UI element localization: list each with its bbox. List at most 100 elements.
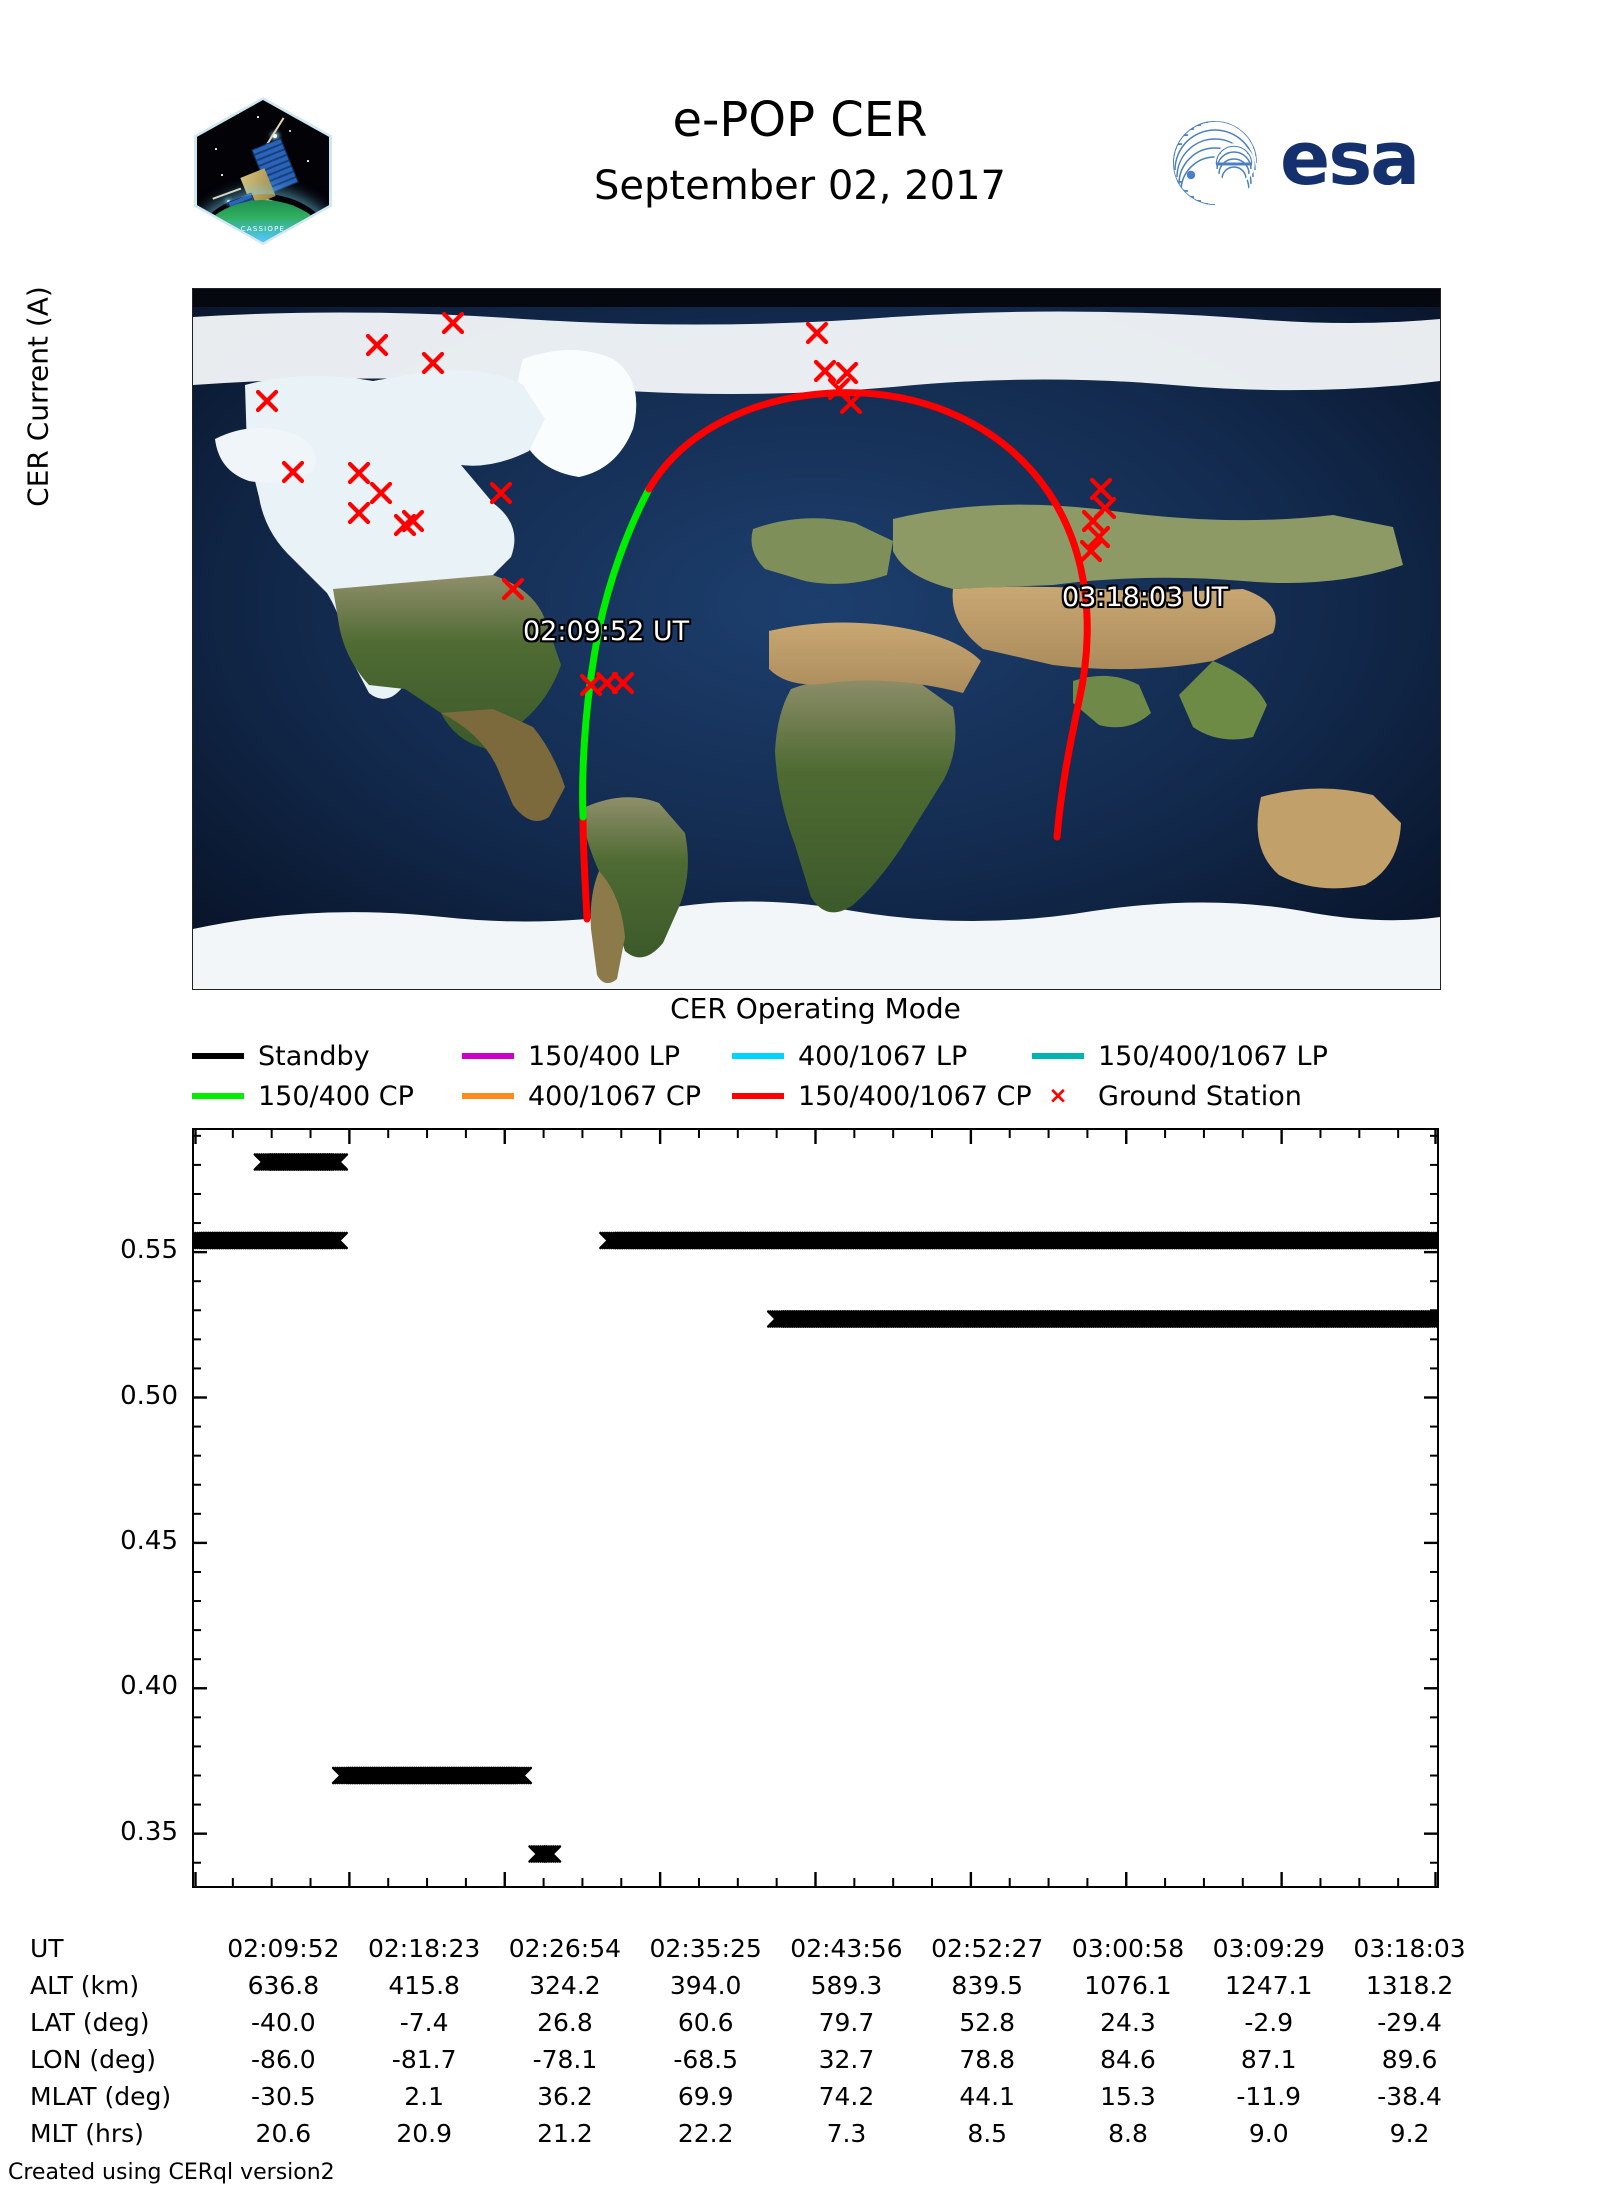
table-row-header: LAT (deg): [30, 2008, 150, 2037]
table-cell: 24.3: [1100, 2008, 1156, 2037]
table-cell: 89.6: [1381, 2045, 1438, 2074]
legend-label-150-400-1067-cp: 150/400/1067 CP: [798, 1080, 1032, 1112]
andes-ridge: [590, 871, 625, 984]
y-tick-label: 0.55: [120, 1235, 178, 1266]
table-cell: 20.6: [255, 2119, 312, 2148]
map-end-time-label: 03:18:03 UT: [1062, 582, 1229, 613]
orbit-parameters-table: UT 02:09:52 02:18:23 02:26:54 02:35:25 02:43:…: [30, 1930, 1480, 2152]
table-cell: 22.2: [677, 2119, 734, 2148]
table-cell: -7.4: [399, 2008, 449, 2037]
mode-legend: Standby 150/400 LP 400/1067 LP 150/400/1…: [192, 1036, 1442, 1116]
earth-limb-icon: [197, 200, 329, 242]
map-start-time-label: 02:09:52 UT: [523, 616, 690, 647]
ground-station-markers: [255, 311, 1117, 697]
legend-swatch-standby: [192, 1053, 244, 1059]
table-cell: -40.0: [251, 2008, 316, 2037]
table-cell: 02:18:23: [368, 1934, 481, 1963]
table-cell: 9.0: [1248, 2119, 1289, 2148]
table-cell: 26.8: [537, 2008, 593, 2037]
legend-swatch-150-400-cp: [192, 1093, 244, 1099]
table-cell: 69.9: [677, 2082, 734, 2111]
table-cell: 636.8: [247, 1971, 320, 2000]
antarctica-landmass: [193, 901, 1440, 989]
ground-station-x-icon: ×: [1048, 1082, 1068, 1109]
table-row-header: MLAT (deg): [30, 2082, 172, 2111]
table-row: LON (deg) -86.0 -81.7 -78.1 -68.5 32.7 78.8 84.…: [30, 2041, 1480, 2078]
table-cell: 1247.1: [1225, 1971, 1313, 2000]
table-row-header: ALT (km): [30, 1971, 140, 2000]
page-subtitle-date: September 02, 2017: [594, 163, 1006, 210]
table-cell: 2.1: [404, 2082, 445, 2111]
table-cell: 394.0: [669, 1971, 742, 2000]
table-cell: 1318.2: [1365, 1971, 1454, 2000]
legend-label-ground-station: Ground Station: [1098, 1080, 1302, 1112]
table-cell: -30.5: [251, 2082, 316, 2111]
data-point-group: [331, 1766, 533, 1785]
esa-swirl-icon: [1173, 121, 1257, 205]
legend-label-standby: Standby: [258, 1040, 370, 1072]
y-tick-label: 0.40: [120, 1671, 178, 1702]
axis-ticks: [194, 1130, 1437, 1886]
scatter-plot-graphic: [194, 1130, 1437, 1886]
table-cell: 52.8: [959, 2008, 1016, 2037]
table-cell: 78.8: [959, 2045, 1016, 2074]
table-row-header: MLT (hrs): [30, 2119, 144, 2148]
table-row: LAT (deg) -40.0 -7.4 26.8 60.6 79.7 52.8 24.3 -2…: [30, 2004, 1480, 2041]
data-point-group: [766, 1310, 1437, 1328]
arctic-ice: [193, 311, 1440, 394]
table-row-header: LON (deg): [30, 2045, 156, 2074]
chart-section-title: CER Operating Mode: [670, 992, 961, 1025]
legend-row-1: Standby 150/400 LP 400/1067 LP 150/400/1…: [192, 1036, 1442, 1076]
table-cell: 15.3: [1100, 2082, 1156, 2111]
page-header: CASSIOPE e-POP CER September 02, 2017: [0, 0, 1600, 280]
footer-credit: Created using CERql version2: [8, 2160, 335, 2185]
table-cell: -29.4: [1377, 2008, 1442, 2037]
table-cell: 03:09:29: [1212, 1934, 1325, 1963]
table-cell: 36.2: [537, 2082, 593, 2111]
table-cell: 589.3: [810, 1971, 883, 2000]
usa-landmass: [333, 575, 561, 749]
page-title: e-POP CER: [672, 92, 928, 148]
table-cell: 7.3: [826, 2119, 867, 2148]
table-cell: 02:43:56: [790, 1934, 903, 1963]
table-cell: 324.2: [529, 1971, 601, 2000]
legend-item-400-1067-lp: 400/1067 LP: [732, 1036, 1032, 1076]
australia-landmass: [1257, 788, 1401, 889]
table-cell: 1076.1: [1084, 1971, 1172, 2000]
esa-dot-icon: [1186, 170, 1196, 180]
cassiope-logo: CASSIOPE: [194, 97, 332, 245]
data-point-group: [528, 1845, 562, 1863]
table-row: MLT (hrs) 20.6 20.9 21.2 22.2 7.3 8.5 8.8 9.0 9.2: [30, 2115, 1480, 2152]
table-cell: -78.1: [532, 2045, 598, 2074]
table-cell: 8.5: [967, 2119, 1008, 2148]
table-cell: 21.2: [537, 2119, 593, 2148]
legend-item-150-400-1067-lp: 150/400/1067 LP: [1032, 1036, 1328, 1076]
legend-item-standby: Standby: [192, 1036, 462, 1076]
legend-item-150-400-lp: 150/400 LP: [462, 1036, 732, 1076]
legend-swatch-400-1067-cp: [462, 1093, 514, 1099]
legend-swatch-150-400-lp: [462, 1053, 514, 1059]
legend-label-400-1067-cp: 400/1067 CP: [528, 1080, 702, 1112]
legend-label-400-1067-lp: 400/1067 LP: [798, 1040, 968, 1072]
table-cell: 87.1: [1240, 2045, 1297, 2074]
table-cell: 84.6: [1100, 2045, 1156, 2074]
cer-current-scatter-plot: [192, 1128, 1439, 1888]
legend-item-ground-station: × Ground Station: [1032, 1076, 1302, 1116]
y-axis-tick-labels: 0.35 0.40 0.45 0.50 0.55: [0, 0, 1600, 1847]
table-cell: -86.0: [251, 2045, 316, 2074]
data-points: [194, 1153, 1437, 1863]
data-point-group: [253, 1153, 349, 1171]
legend-swatch-150-400-1067-cp: [732, 1093, 784, 1099]
table-cell: 20.9: [396, 2119, 452, 2148]
southeast-asia-landmass: [1179, 661, 1267, 740]
table-cell: 03:00:58: [1071, 1934, 1185, 1963]
south-america-north: [581, 797, 688, 958]
y-axis-label: CER Current (A): [21, 286, 55, 507]
legend-label-150-400-1067-lp: 150/400/1067 LP: [1098, 1040, 1328, 1072]
legend-label-150-400-lp: 150/400 LP: [528, 1040, 681, 1072]
table-row: ALT (km) 636.8 415.8 324.2 394.0 589.3 839.5 10…: [30, 1967, 1480, 2004]
y-tick-label: 0.35: [120, 1816, 178, 1847]
table-cell: -68.5: [673, 2045, 739, 2074]
orbit-ground-track-map: 02:09:52 UT 03:18:03 UT: [192, 288, 1441, 990]
table-cell: -81.7: [391, 2045, 457, 2074]
